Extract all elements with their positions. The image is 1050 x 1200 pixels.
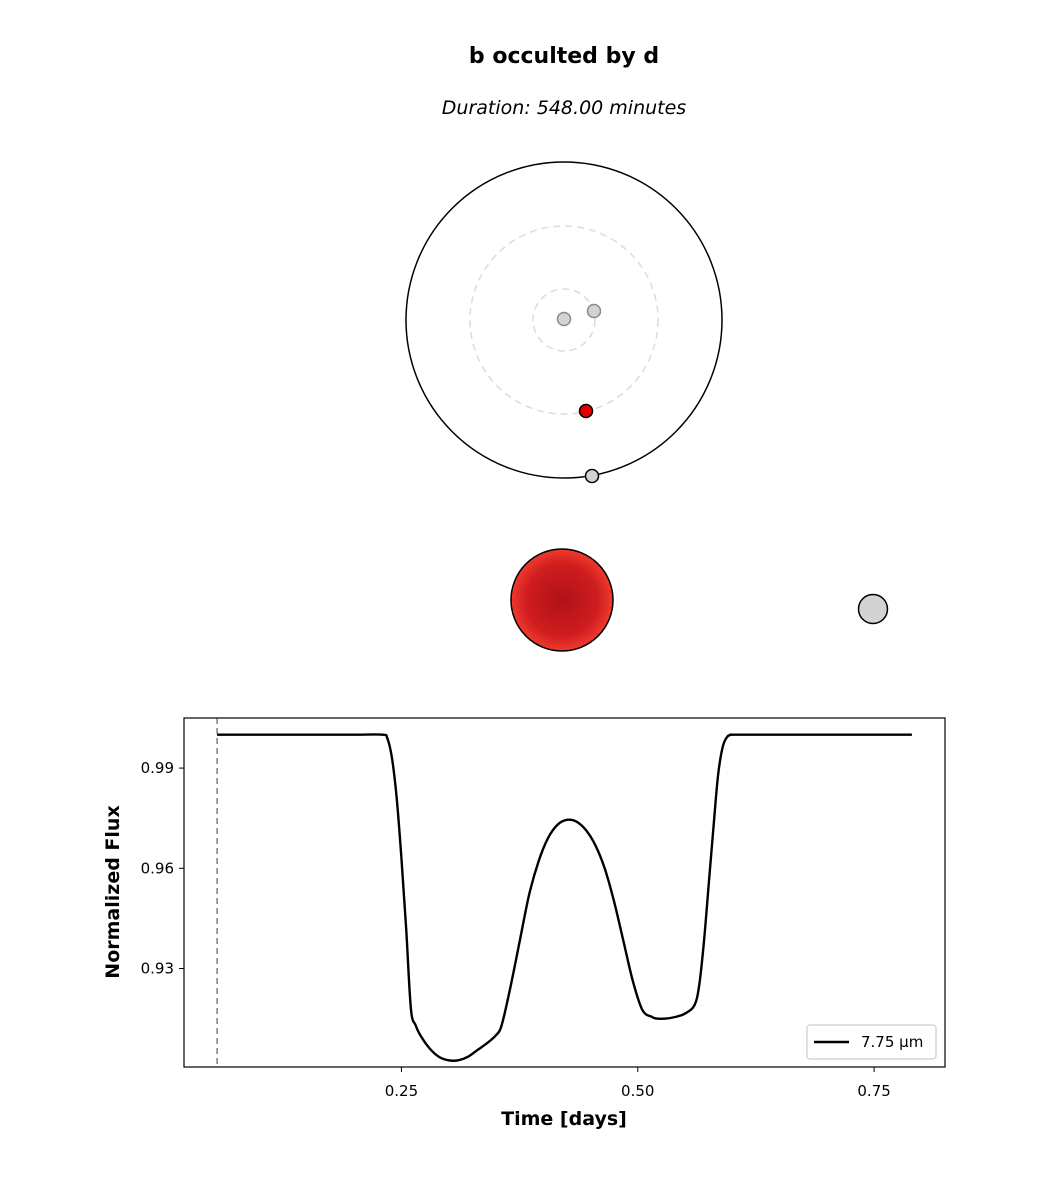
middle-orbit — [469, 225, 659, 415]
y-axis-label: Normalized Flux — [102, 805, 124, 978]
inner-planet-1 — [556, 311, 572, 327]
occulted-planet — [857, 593, 889, 625]
plot-frame — [183, 717, 946, 1068]
x-tick-label: 0.75 — [857, 1082, 890, 1100]
light-curve-chart: 0.25 0.50 0.75 0.93 0.96 0.99 Time [days] No… — [102, 717, 946, 1130]
star-orbit-marker — [578, 403, 594, 419]
flux-series-line-0 — [217, 733, 912, 1062]
x-tick-label: 0.25 — [385, 1082, 418, 1100]
y-tick-label: 0.93 — [141, 959, 174, 977]
figure-subtitle: Duration: 548.00 minutes — [442, 97, 686, 119]
y-tick-label: 0.96 — [141, 859, 174, 877]
outer-planet — [584, 468, 600, 484]
x-tick-label: 0.50 — [621, 1082, 654, 1100]
figure-title: b occulted by d — [469, 44, 659, 69]
legend: 7.75 μm — [806, 1024, 937, 1060]
inner-planet-2 — [586, 303, 602, 319]
sky-view — [510, 548, 889, 652]
occulting-star — [510, 548, 614, 652]
legend-box — [806, 1024, 937, 1060]
x-axis-label: Time [days] — [501, 1108, 627, 1130]
legend-label: 7.75 μm — [861, 1033, 923, 1051]
y-tick-label: 0.99 — [141, 759, 174, 777]
outer-orbit — [405, 161, 723, 479]
orbit-view — [405, 161, 723, 484]
inner-orbit — [532, 288, 596, 352]
